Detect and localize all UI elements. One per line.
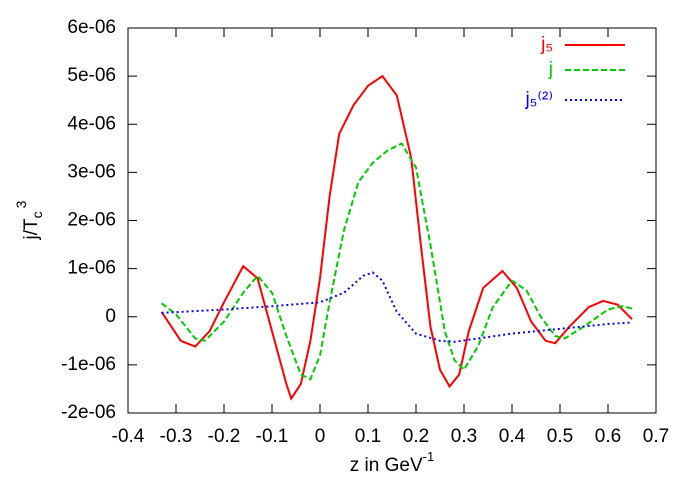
line-series bbox=[161, 271, 633, 343]
y-axis-label: j/Tc3 bbox=[13, 200, 45, 240]
plot-border bbox=[127, 27, 657, 414]
x-tick-label: -0.1 bbox=[256, 426, 289, 447]
y-tick-label: 2e-06 bbox=[67, 210, 116, 231]
x-tick-label: 0.1 bbox=[355, 426, 381, 447]
y-tick-label: 6e-06 bbox=[67, 17, 116, 38]
x-tick-label: 0.3 bbox=[451, 426, 477, 447]
x-tick-label: 0.2 bbox=[403, 426, 429, 447]
y-tick-label: 4e-06 bbox=[67, 113, 116, 134]
y-tick-label: 5e-06 bbox=[67, 65, 116, 86]
y-tick-label: 1e-06 bbox=[67, 258, 116, 279]
x-tick-label: -0.3 bbox=[160, 426, 193, 447]
x-tick-label: 0.6 bbox=[595, 426, 621, 447]
y-tick-label: -2e-06 bbox=[61, 402, 116, 423]
x-axis-label: z in GeV-1 bbox=[350, 449, 434, 476]
x-tick-label: -0.4 bbox=[112, 426, 145, 447]
x-tick-label: -0.2 bbox=[208, 426, 241, 447]
legend-label: j bbox=[548, 59, 553, 80]
y-tick-label: 3e-06 bbox=[67, 161, 116, 182]
legend-label: j₅⁽²⁾ bbox=[524, 89, 553, 110]
x-tick-label: 0 bbox=[315, 426, 326, 447]
y-tick-label: 0 bbox=[105, 306, 116, 327]
legend-label: j₅ bbox=[540, 34, 553, 55]
line-series bbox=[160, 142, 633, 381]
y-tick-label: -1e-06 bbox=[61, 354, 116, 375]
line-series bbox=[160, 74, 633, 401]
x-tick-label: 0.7 bbox=[643, 426, 669, 447]
x-tick-label: 0.5 bbox=[547, 426, 573, 447]
x-tick-label: 0.4 bbox=[499, 426, 526, 447]
